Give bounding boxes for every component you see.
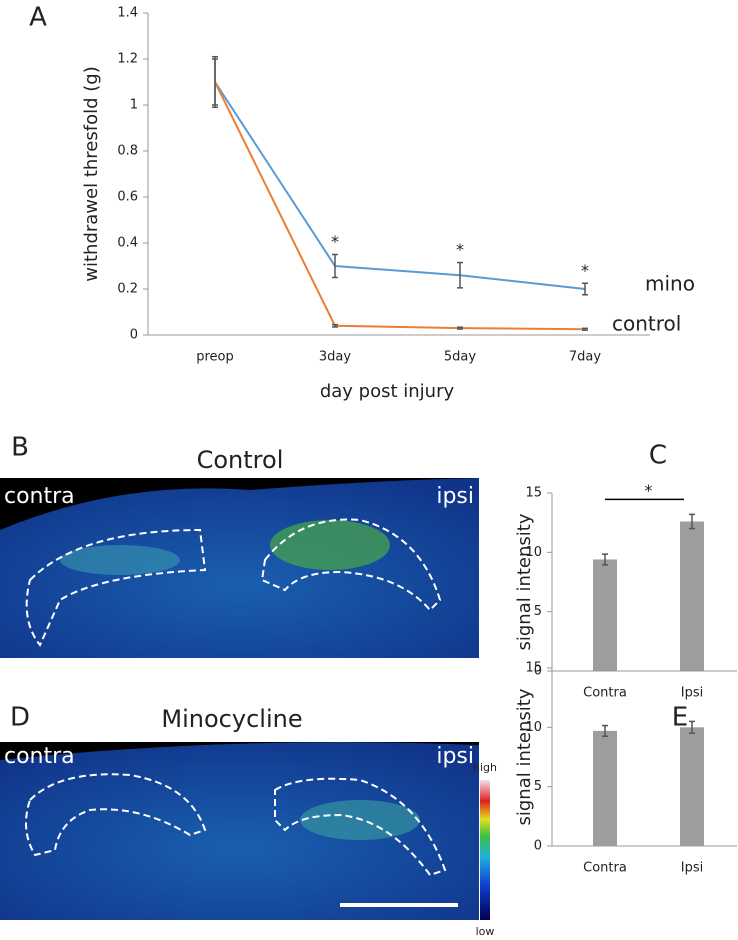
y-tick-label: 1.4 [117, 6, 138, 21]
y-tick-label: 0.4 [117, 236, 138, 251]
side-label: contra [4, 484, 75, 509]
x-tick-label: 3day [319, 350, 351, 365]
bar [593, 730, 617, 846]
image-d [0, 742, 490, 920]
image-b [0, 478, 479, 658]
series-line [214, 81, 586, 331]
x-tick-label: Ipsi [681, 686, 703, 701]
y-tick-label: 1 [130, 98, 138, 113]
series-label: mino [645, 272, 695, 296]
y-tick-label: 10 [525, 720, 542, 735]
panel-label: C [649, 441, 667, 471]
y-tick-label: 15 [525, 661, 542, 676]
bar [680, 727, 704, 846]
annotation: * [331, 232, 339, 251]
series-label: control [612, 312, 681, 336]
bar [680, 521, 704, 671]
y-axis-title: signal intensity [514, 513, 535, 650]
side-label: ipsi [436, 484, 474, 509]
image-title: Minocycline [161, 705, 302, 733]
y-tick-label: 15 [525, 486, 542, 501]
image-title: Control [197, 446, 284, 474]
y-tick-label: 0.8 [117, 144, 138, 159]
annotation: * [645, 481, 653, 500]
x-tick-label: Contra [583, 861, 627, 876]
series-line [214, 81, 586, 290]
panel-label: A [29, 3, 47, 33]
y-tick-label: 5 [534, 604, 542, 619]
panel-label: E [672, 703, 688, 733]
y-tick-label: 5 [534, 779, 542, 794]
annotation: * [456, 240, 464, 259]
colorbar-label: high [473, 761, 497, 774]
side-label: contra [4, 744, 75, 769]
y-tick-label: 10 [525, 545, 542, 560]
y-tick-label: 0.2 [117, 282, 138, 297]
panel-label: D [10, 703, 30, 733]
annotation: * [581, 261, 589, 280]
y-tick-label: 0 [534, 839, 542, 854]
side-label: ipsi [436, 744, 474, 769]
x-axis-title: day post injury [320, 381, 455, 402]
y-axis-title: signal intensity [514, 688, 535, 825]
x-tick-label: 5day [444, 350, 476, 365]
y-tick-label: 0.6 [117, 190, 138, 205]
x-tick-label: Contra [583, 686, 627, 701]
panel-label: B [11, 433, 29, 463]
x-tick-label: preop [196, 350, 234, 365]
x-tick-label: Ipsi [681, 861, 703, 876]
y-axis-title: withdrawel thresfold (g) [81, 66, 102, 281]
bar [593, 559, 617, 671]
x-tick-label: 7day [569, 350, 601, 365]
colorbar-label: low [476, 925, 495, 938]
y-tick-label: 1.2 [117, 52, 138, 67]
y-tick-label: 0 [534, 664, 542, 679]
y-tick-label: 0 [130, 328, 138, 343]
